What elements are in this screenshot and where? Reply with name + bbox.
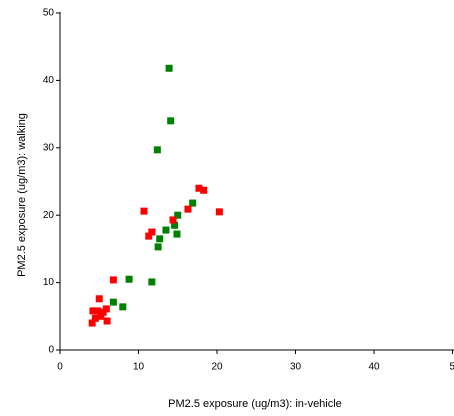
x-tick-label: 30 [290,362,302,373]
point [125,275,133,283]
point [99,308,107,316]
y-tick-label: 40 [43,75,55,86]
point [109,276,117,284]
x-tick-label: 0 [57,362,63,373]
point [165,64,173,72]
point [95,295,103,303]
point [174,211,182,219]
point [173,230,181,238]
point [97,312,105,320]
point [171,221,179,229]
x-tick-label: 10 [133,362,145,373]
point [148,228,156,236]
point [184,205,192,213]
point [109,298,117,306]
y-tick-label: 50 [43,8,55,19]
point [91,314,99,322]
y-tick-label: 20 [43,210,55,221]
y-axis-label: PM2.5 exposure (ug/m3): walking [16,113,28,277]
point [153,146,161,154]
point [89,307,97,315]
point [145,232,153,240]
point [195,184,203,192]
point [189,199,197,207]
point [140,207,148,215]
y-tick-label: 30 [43,142,55,153]
point [94,307,102,315]
point [169,216,177,224]
point [88,319,96,327]
point [162,226,170,234]
point [148,278,156,286]
point [119,303,127,311]
x-tick-label: 40 [368,362,380,373]
point [156,235,164,243]
point [154,243,162,251]
y-tick-label: 10 [43,277,55,288]
x-axis-label: PM2.5 exposure (ug/m3): in-vehicle [168,398,342,410]
point [200,186,208,194]
x-tick-label: 50 [450,362,454,373]
point [103,317,111,325]
point [167,117,175,125]
point [215,208,223,216]
x-tick-label: 20 [211,362,223,373]
y-tick-label: 0 [48,345,54,356]
